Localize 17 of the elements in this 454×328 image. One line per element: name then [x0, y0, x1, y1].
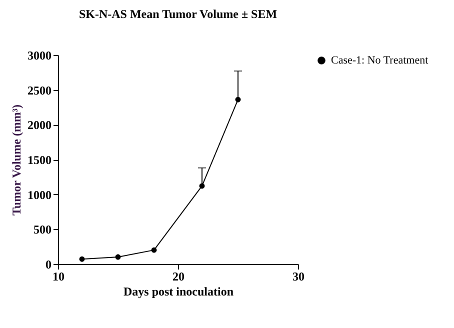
y-tick-label: 3000: [28, 48, 52, 62]
y-tick-label: 1000: [28, 188, 52, 202]
x-axis-title: Days post inoculation: [123, 284, 234, 298]
point: [79, 256, 85, 262]
legend-label: Case-1: No Treatment: [331, 54, 428, 66]
x-tick-label: 30: [292, 270, 304, 284]
chart-title: SK-N-AS Mean Tumor Volume ± SEM: [78, 7, 278, 21]
y-axis-title: Tumor Volume (mm³): [10, 104, 24, 216]
y-tick-label: 0: [46, 258, 52, 272]
point: [115, 254, 121, 260]
x-tick-label: 10: [52, 270, 64, 284]
y-tick-label: 2000: [28, 118, 52, 132]
y-tick-label: 1500: [28, 153, 52, 167]
y-tick-label: 2500: [28, 83, 52, 98]
point: [151, 247, 157, 253]
y-tick-label: 500: [34, 222, 52, 237]
x-tick-label: 20: [172, 270, 184, 284]
